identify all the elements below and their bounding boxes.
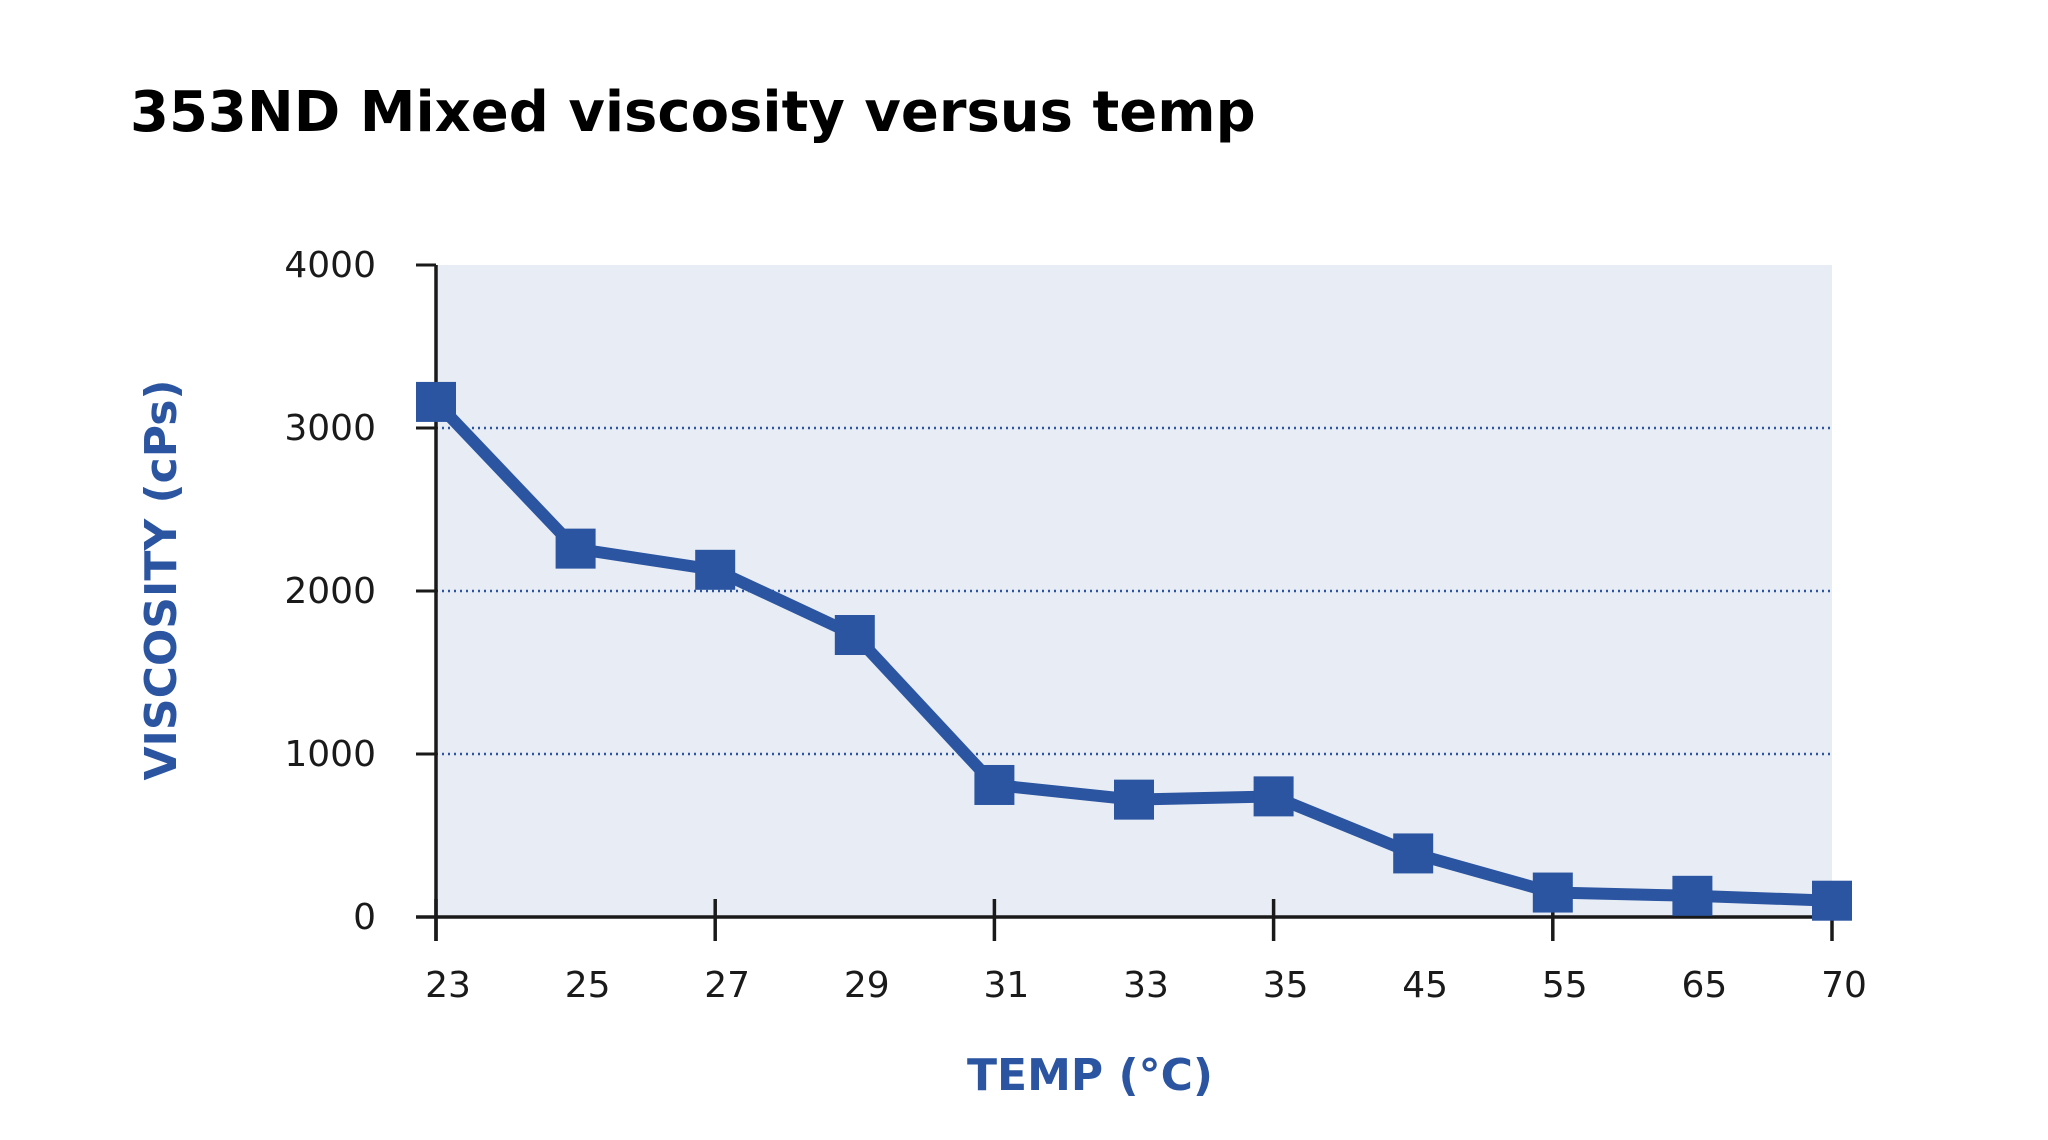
x-axis-ticks: 23 25 27 29 31 33 35 45 55 65 70 xyxy=(425,899,1867,1006)
data-point-marker xyxy=(1532,872,1573,913)
x-tick-label: 29 xyxy=(844,965,890,1006)
x-tick-label: 55 xyxy=(1542,965,1588,1006)
chart-title: 353ND Mixed viscosity versus temp xyxy=(130,80,1256,145)
x-tick-label: 45 xyxy=(1402,965,1448,1006)
y-tick-label: 2000 xyxy=(284,571,376,612)
data-point-marker xyxy=(416,381,456,422)
y-tick-label: 0 xyxy=(353,897,376,938)
x-tick-label: 65 xyxy=(1681,965,1727,1006)
data-point-marker xyxy=(1253,776,1294,817)
data-point-marker xyxy=(1114,779,1154,820)
data-point-marker xyxy=(1812,880,1852,921)
y-axis-title: VISCOSITY (cPs) xyxy=(136,379,187,780)
data-point-marker xyxy=(1672,875,1713,916)
x-tick-label: 27 xyxy=(704,965,750,1006)
y-tick-label: 3000 xyxy=(284,408,376,449)
x-tick-label: 23 xyxy=(425,965,471,1006)
data-point-marker xyxy=(695,549,736,590)
grid-lines xyxy=(436,426,1832,756)
x-tick-label: 25 xyxy=(565,965,611,1006)
x-axis-title: TEMP (°C) xyxy=(967,1050,1213,1101)
data-point-marker xyxy=(1393,833,1434,874)
y-axis-ticks: 0 1000 2000 3000 4000 xyxy=(284,245,436,938)
y-tick-label: 1000 xyxy=(284,734,376,775)
data-point-marker xyxy=(974,764,1015,805)
x-tick-label: 35 xyxy=(1263,965,1309,1006)
x-tick-label: 31 xyxy=(983,965,1029,1006)
y-tick-label: 4000 xyxy=(284,245,376,286)
data-point-marker xyxy=(834,615,875,656)
series-group xyxy=(416,381,1852,921)
x-tick-label: 70 xyxy=(1821,965,1867,1006)
x-tick-label: 33 xyxy=(1123,965,1169,1006)
axes xyxy=(416,265,1832,941)
data-point-marker xyxy=(555,528,596,569)
